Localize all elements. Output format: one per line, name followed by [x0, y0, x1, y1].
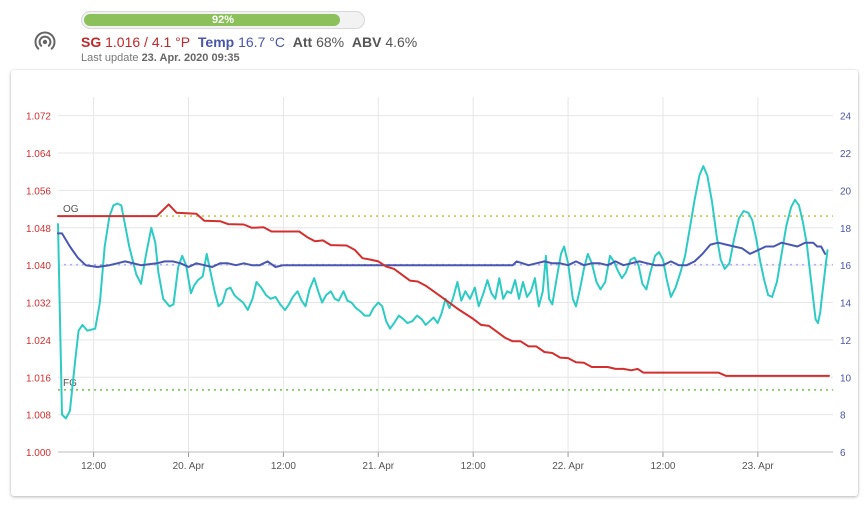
last-update: Last update 23. Apr. 2020 09:35 [81, 52, 240, 64]
y-left-tick-label: 1.048 [26, 224, 51, 235]
x-tick-label: 12:00 [461, 461, 486, 472]
y-right-tick-label: 10 [840, 373, 852, 384]
y-left-tick-label: 1.056 [26, 186, 51, 197]
x-tick-label: 12:00 [271, 461, 296, 472]
y-right-tick-label: 12 [840, 336, 852, 347]
series-line[interactable] [57, 165, 829, 420]
y-left-tick-label: 1.072 [26, 112, 51, 123]
sg-value: 1.016 / 4.1 °P [105, 34, 191, 50]
x-tick-label: 21. Apr [362, 461, 394, 472]
reference-line-label: FG [63, 378, 77, 389]
y-right-tick-label: 18 [840, 224, 852, 235]
y-left-tick-label: 1.000 [26, 448, 51, 459]
y-left-tick-label: 1.040 [26, 261, 51, 272]
y-left-tick-label: 1.016 [26, 373, 51, 384]
temp-value: 16.7 °C [238, 34, 285, 50]
x-tick-label: 23. Apr [742, 461, 774, 472]
sg-label: SG [81, 34, 102, 50]
y-left-tick-label: 1.064 [26, 149, 51, 160]
last-update-label: Last update [81, 52, 139, 64]
att-label: Att [292, 34, 313, 50]
x-tick-label: 22. Apr [552, 461, 584, 472]
battery-bar-fill [84, 14, 340, 26]
y-left-tick-label: 1.032 [26, 299, 51, 310]
header: 92% SG 1.016 / 4.1 °P Temp 16.7 °C Att 6… [0, 0, 868, 70]
reference-line-label: OG [63, 204, 79, 215]
y-left-tick-label: 1.024 [26, 336, 51, 347]
y-right-tick-label: 14 [840, 299, 852, 310]
att-value: 68% [316, 34, 345, 50]
y-right-tick-label: 8 [840, 411, 846, 422]
y-right-tick-label: 6 [840, 448, 846, 459]
chart-card: 1.000 1.008 1.016 1.024 1.032 1.040 1.048 1.056… [11, 70, 858, 496]
x-tick-label: 20. Apr [173, 461, 205, 472]
battery-bar: 92% [81, 11, 365, 29]
last-update-value: 23. Apr. 2020 09:35 [141, 52, 240, 64]
y-right-tick-label: 20 [840, 186, 852, 197]
y-right-tick-label: 22 [840, 149, 852, 160]
y-right-tick-label: 24 [840, 112, 852, 123]
stats-line: SG 1.016 / 4.1 °P Temp 16.7 °C Att 68% A… [81, 34, 417, 50]
x-tick-label: 12:00 [81, 461, 106, 472]
y-left-tick-label: 1.008 [26, 411, 51, 422]
abv-value: 4.6% [385, 34, 418, 50]
x-tick-label: 12:00 [650, 461, 675, 472]
sg-temperature-chart[interactable]: 1.000 1.008 1.016 1.024 1.032 1.040 1.048 1.056… [11, 70, 858, 496]
temp-label: Temp [197, 34, 235, 50]
wireless-signal-icon[interactable] [34, 30, 56, 52]
abv-label: ABV [351, 34, 382, 50]
battery-label: 92% [211, 14, 235, 26]
y-right-tick-label: 16 [840, 261, 852, 272]
series-line[interactable] [57, 203, 830, 377]
series-line[interactable] [57, 232, 827, 268]
